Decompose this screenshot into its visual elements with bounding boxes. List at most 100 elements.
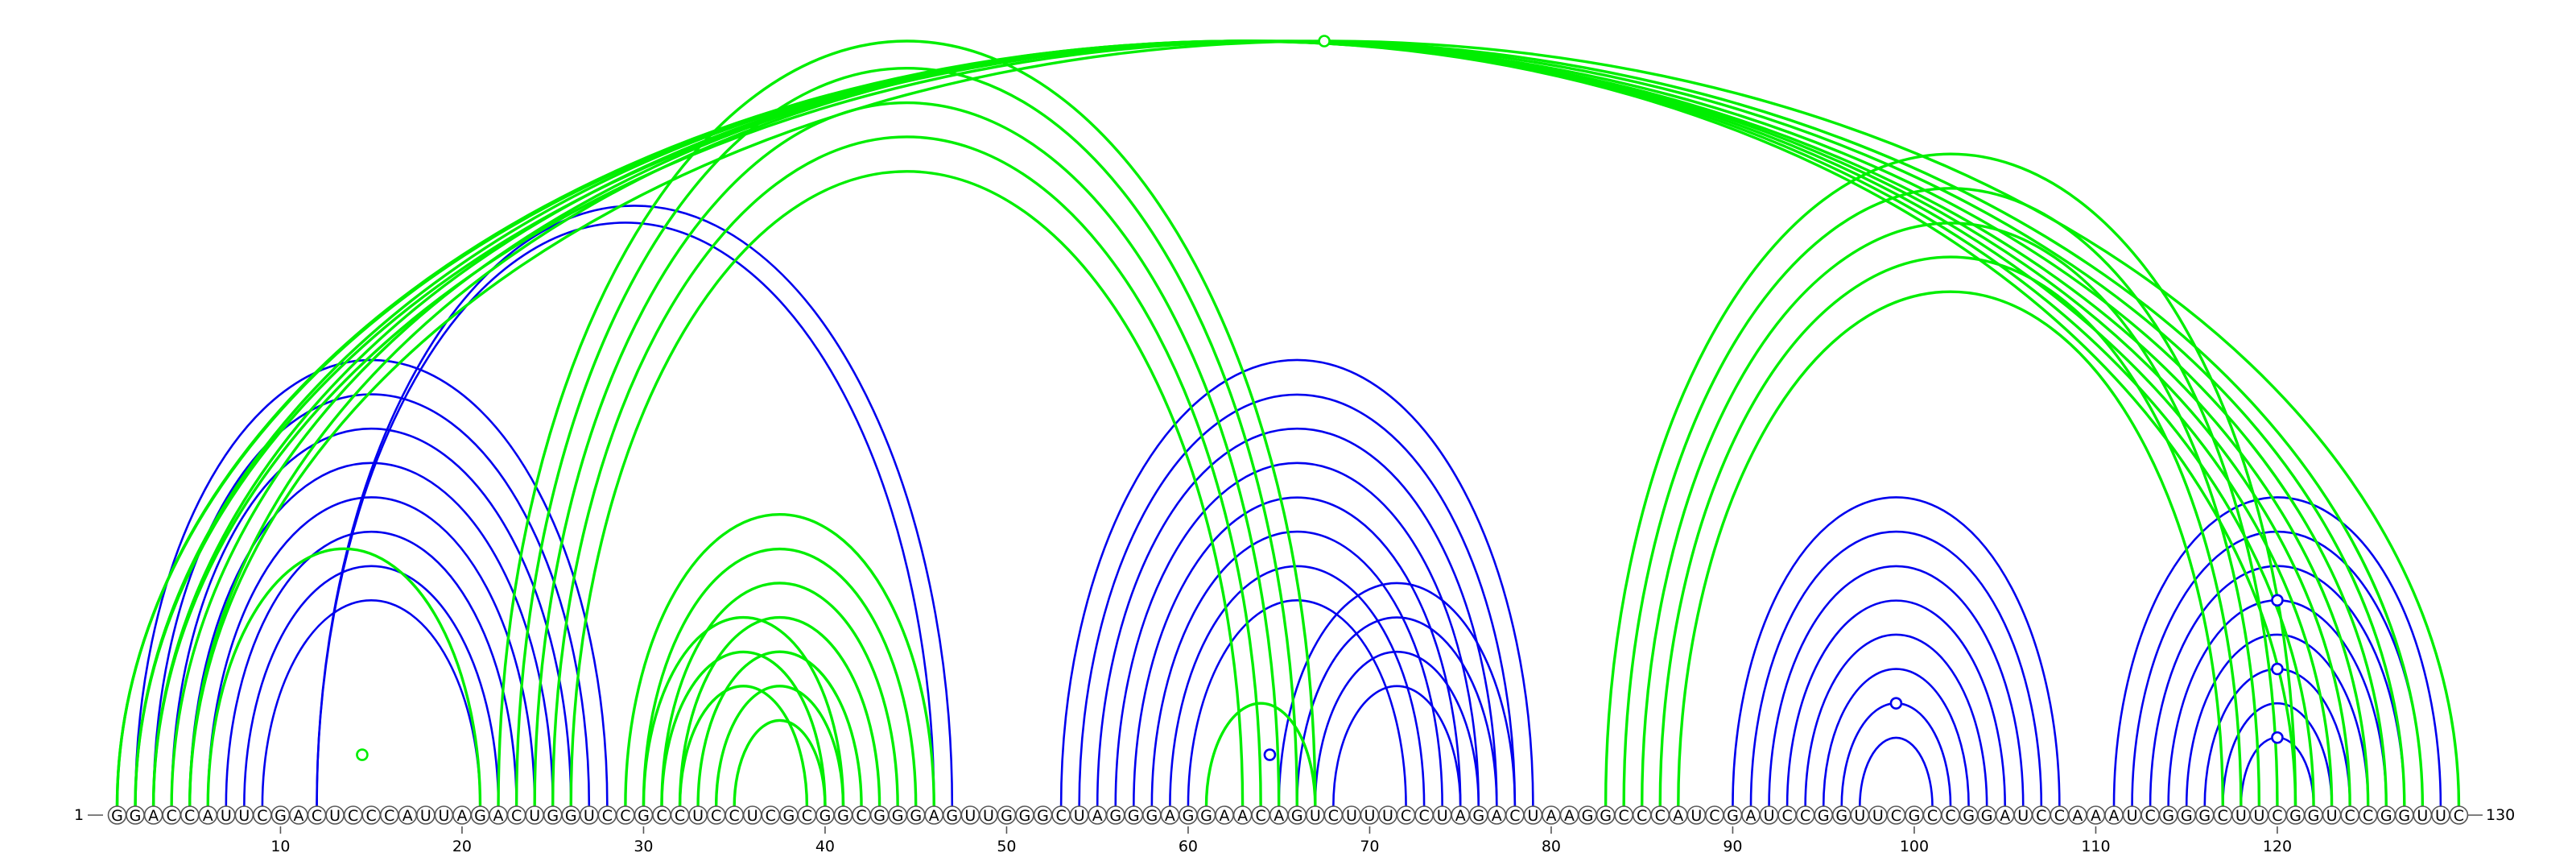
nucleotide-letter: C (1891, 807, 1901, 825)
nucleotide: C (307, 805, 327, 825)
green-arc-23-66 (514, 67, 1298, 807)
nucleotide: C (797, 805, 817, 825)
nucleotide: C (2032, 805, 2051, 825)
nucleotide-letter: G (910, 807, 922, 825)
nucleotide: U (579, 805, 599, 825)
blue-arc-94-104 (1804, 633, 1988, 807)
nucleotide: G (1831, 805, 1852, 825)
green-arc-87-117 (1677, 290, 2224, 807)
green-arc-marker-5-130 (1318, 35, 1331, 48)
nucleotide: U (688, 805, 708, 825)
nucleotide-letter: C (366, 807, 377, 825)
nucleotide-letter: A (1165, 807, 1175, 825)
nucleotide-letter: G (275, 807, 287, 825)
nucleotide: U (1686, 805, 1707, 825)
nucleotide: A (1160, 805, 1180, 825)
blue-arc-66-77 (1295, 616, 1498, 807)
blue-arc-marker-96-102 (1889, 697, 1903, 710)
nucleotide-letter: A (1673, 807, 1683, 825)
nucleotide: A (924, 805, 944, 825)
nucleotide-letter: U (1382, 807, 1393, 825)
nucleotide-letter: G (2198, 807, 2211, 825)
tick-label-50: 50 (997, 838, 1016, 855)
nucleotide-letter: C (1619, 807, 1629, 825)
blue-arc-59-73 (1169, 565, 1426, 807)
nucleotide-letter: A (1274, 807, 1284, 825)
nucleotide-letter: C (1655, 807, 1666, 825)
nucleotide: C (761, 805, 781, 825)
nucleotide-letter: C (802, 807, 812, 825)
nucleotide-letter: U (2253, 807, 2264, 825)
green-arc-33-42 (696, 650, 863, 807)
nucleotide: G (2304, 805, 2323, 825)
nucleotide-letter: G (892, 807, 904, 825)
nucleotide-circle (2449, 805, 2469, 825)
nucleotide: A (1487, 805, 1507, 825)
nucleotide: G (1959, 805, 1979, 825)
green-arc-85-119 (1641, 221, 2261, 807)
sequence-end-label: 130 (2486, 806, 2515, 824)
blue-arc-92-106 (1768, 565, 2025, 807)
nucleotide-letter: C (1055, 807, 1066, 825)
green-arc-3-123 (151, 39, 2334, 807)
nucleotide-letter: C (1781, 807, 1792, 825)
nucleotide: A (1559, 805, 1579, 825)
nucleotide-letter: G (1291, 807, 1303, 825)
nucleotide-letter: U (2017, 807, 2029, 825)
nucleotide: A (1741, 805, 1761, 825)
nucleotide: C (1323, 805, 1344, 825)
blue-arc-54-78 (1078, 393, 1517, 807)
nucleotide-letter: C (2218, 807, 2228, 825)
nucleotide-letter: C (384, 807, 394, 825)
nucleotide: A (289, 805, 308, 825)
nucleotide-letter: G (1727, 807, 1739, 825)
nucleotide-letter: G (782, 807, 795, 825)
nucleotide: G (869, 805, 890, 825)
blue-arc-3-27 (152, 393, 591, 807)
nucleotide-letter: U (1764, 807, 1775, 825)
nucleotide: A (1451, 805, 1470, 825)
nucleotide: A (1669, 805, 1688, 825)
nucleotide-letter: A (929, 807, 939, 825)
nucleotide: C (597, 805, 617, 825)
blue-arc-67-76 (1314, 650, 1480, 807)
green-arc-34-41 (714, 685, 845, 807)
nucleotide: A (2068, 805, 2087, 825)
nucleotide: C (1614, 805, 1633, 825)
nucleotide-letter: U (2127, 807, 2138, 825)
nucleotide-letter: A (1237, 807, 1248, 825)
nucleotide: U (2231, 805, 2251, 825)
blue-arc-90-108 (1732, 496, 2061, 807)
green-arc-2-124 (134, 39, 2351, 807)
blue-arc-marker-114-126 (2271, 594, 2284, 607)
nucleotide-letter: A (493, 807, 504, 825)
nucleotide: G (1196, 805, 1216, 825)
nucleotide: A (452, 805, 472, 825)
nucleotide-letter: G (2380, 807, 2392, 825)
nucleotide-letter: C (2345, 807, 2355, 825)
green-arc-25-64 (551, 135, 1262, 807)
nucleotide: U (2249, 805, 2269, 825)
nucleotide: G (1905, 805, 1924, 825)
blue-arc-117-123 (2222, 702, 2333, 807)
base-pair-arcs (118, 41, 2459, 806)
nucleotide-letter: A (1455, 807, 1466, 825)
green-arc-22-67 (497, 39, 1317, 807)
nucleotide-letter: G (2181, 807, 2193, 825)
nucleotide: C (616, 805, 635, 825)
nucleotide-letter: G (2162, 807, 2174, 825)
nucleotide-letter: U (747, 807, 758, 825)
nucleotide-letter: C (1418, 807, 1429, 825)
green-arc-1-125 (115, 39, 2370, 807)
nucleotide: C (1941, 805, 1960, 825)
nucleotide-letter: C (1401, 807, 1411, 825)
nucleotide-letter: G (837, 807, 849, 825)
nucleotide-letter: C (1945, 807, 1955, 825)
nucleotide: G (561, 805, 581, 825)
nucleotide-letter: C (1637, 807, 1647, 825)
tick-label-60: 60 (1179, 838, 1198, 855)
tick-label-40: 40 (815, 838, 835, 855)
nucleotide-letter: A (1220, 807, 1230, 825)
nucleotide-letter: U (2417, 807, 2428, 825)
nucleotide-letter: G (1183, 807, 1195, 825)
